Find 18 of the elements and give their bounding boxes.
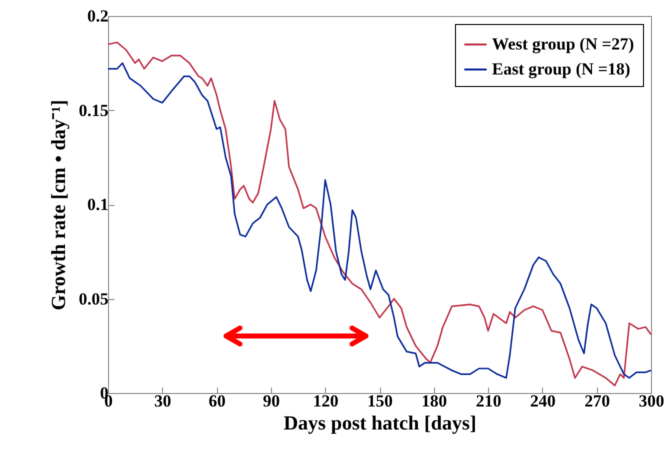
- x-tick-label: 210: [476, 392, 502, 410]
- x-tick-label: 60: [208, 392, 226, 410]
- x-tick-label: 120: [312, 392, 338, 410]
- x-tick-label: 270: [584, 392, 610, 410]
- x-tick-label: 90: [262, 392, 280, 410]
- x-tick-label: 150: [367, 392, 393, 410]
- x-axis-title: Days post hatch [days]: [284, 412, 476, 434]
- y-tick-label: 0.15: [78, 100, 108, 120]
- legend-label: West group (N =27): [492, 34, 634, 54]
- y-tick-label: 0.1: [87, 195, 108, 214]
- x-tick-label: 240: [530, 392, 556, 410]
- legend-label: East group (N =18): [492, 60, 630, 78]
- x-tick-label: 30: [154, 392, 172, 410]
- y-axis-title: Growth rate [cm • day⁻¹]: [48, 100, 70, 310]
- y-tick-label: 0.2: [87, 6, 108, 26]
- x-tick-label: 300: [638, 392, 664, 410]
- y-tick-label: 0.05: [78, 289, 108, 308]
- x-tick-label: 180: [422, 392, 448, 410]
